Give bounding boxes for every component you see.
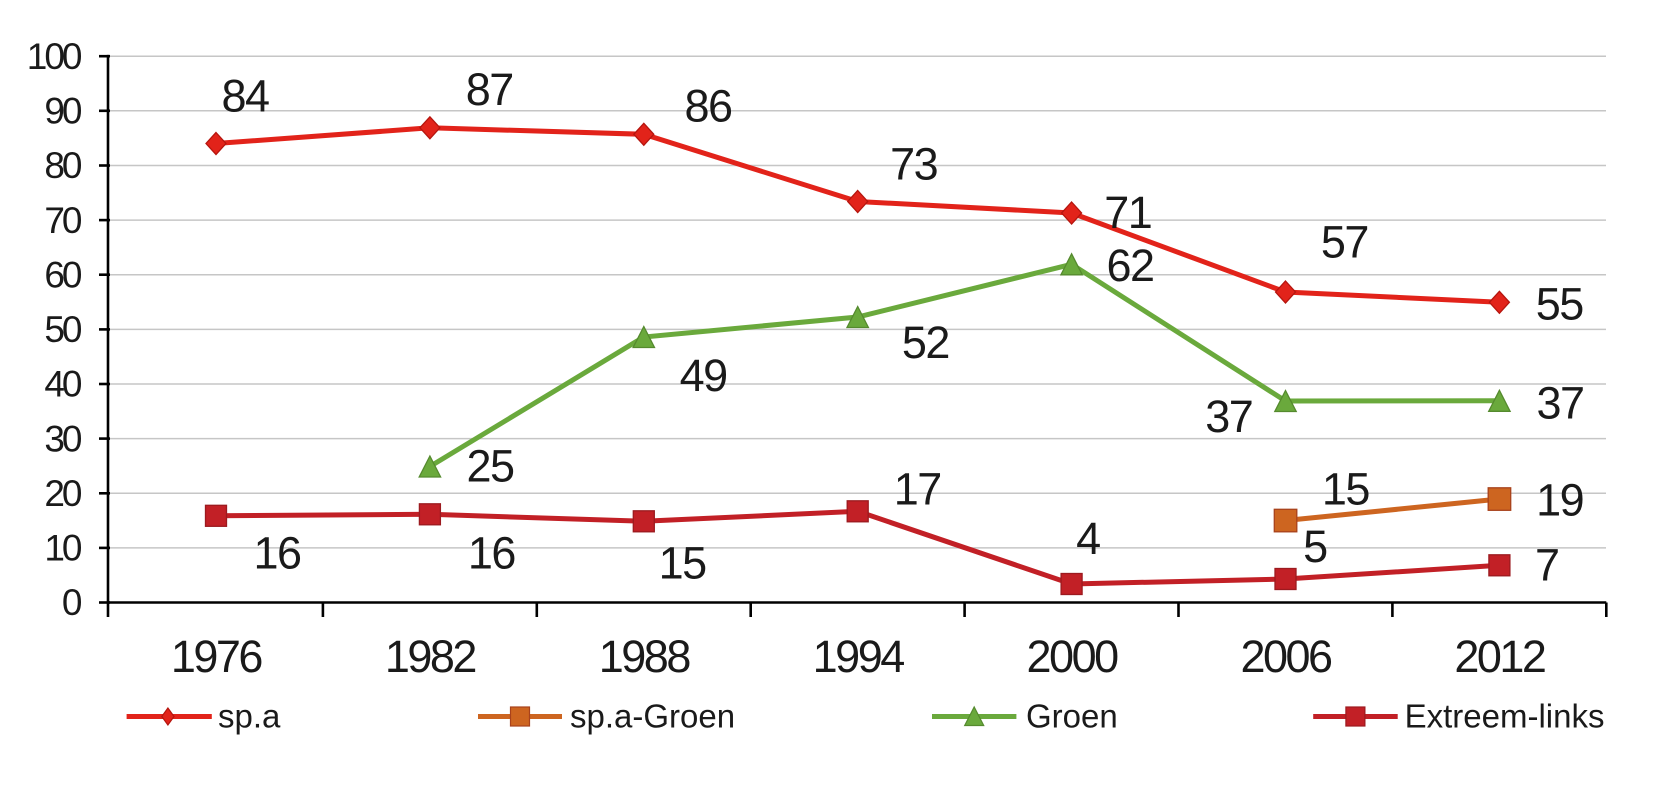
svg-text:90: 90 [44, 91, 82, 132]
svg-text:2000: 2000 [1027, 631, 1119, 682]
svg-text:sp.a: sp.a [218, 698, 281, 735]
svg-text:86: 86 [684, 81, 732, 132]
svg-text:73: 73 [890, 138, 938, 189]
svg-text:16: 16 [253, 527, 301, 578]
svg-text:70: 70 [44, 200, 82, 241]
svg-text:2012: 2012 [1454, 631, 1545, 682]
svg-text:30: 30 [44, 418, 82, 459]
svg-text:71: 71 [1104, 187, 1151, 238]
svg-text:20: 20 [44, 473, 82, 514]
svg-text:10: 10 [44, 528, 82, 569]
svg-text:80: 80 [44, 145, 82, 186]
svg-text:16: 16 [468, 528, 516, 579]
svg-text:Extreem-links: Extreem-links [1405, 698, 1605, 735]
svg-text:57: 57 [1321, 216, 1368, 267]
svg-text:52: 52 [902, 317, 949, 368]
svg-text:1976: 1976 [171, 631, 263, 682]
svg-text:87: 87 [466, 64, 513, 115]
svg-text:25: 25 [466, 441, 514, 492]
svg-text:37: 37 [1205, 391, 1252, 442]
svg-text:15: 15 [1322, 463, 1370, 514]
svg-text:19: 19 [1536, 474, 1583, 525]
svg-text:0: 0 [62, 582, 82, 623]
svg-text:37: 37 [1536, 377, 1583, 428]
svg-text:60: 60 [44, 254, 82, 295]
svg-text:49: 49 [680, 350, 727, 401]
svg-text:62: 62 [1106, 240, 1153, 291]
svg-text:40: 40 [44, 364, 82, 405]
svg-text:2006: 2006 [1240, 631, 1332, 682]
svg-text:sp.a-Groen: sp.a-Groen [570, 698, 735, 735]
svg-text:17: 17 [894, 464, 941, 515]
svg-text:55: 55 [1536, 279, 1584, 330]
svg-text:4: 4 [1076, 513, 1100, 564]
svg-text:7: 7 [1535, 539, 1559, 590]
svg-text:1982: 1982 [385, 631, 476, 682]
svg-text:1988: 1988 [599, 631, 691, 682]
svg-text:15: 15 [659, 538, 707, 589]
svg-text:1994: 1994 [813, 631, 905, 682]
svg-text:100: 100 [27, 36, 82, 77]
svg-text:50: 50 [44, 309, 82, 350]
svg-text:5: 5 [1303, 521, 1327, 572]
svg-text:Groen: Groen [1026, 698, 1118, 735]
svg-text:84: 84 [221, 71, 269, 122]
